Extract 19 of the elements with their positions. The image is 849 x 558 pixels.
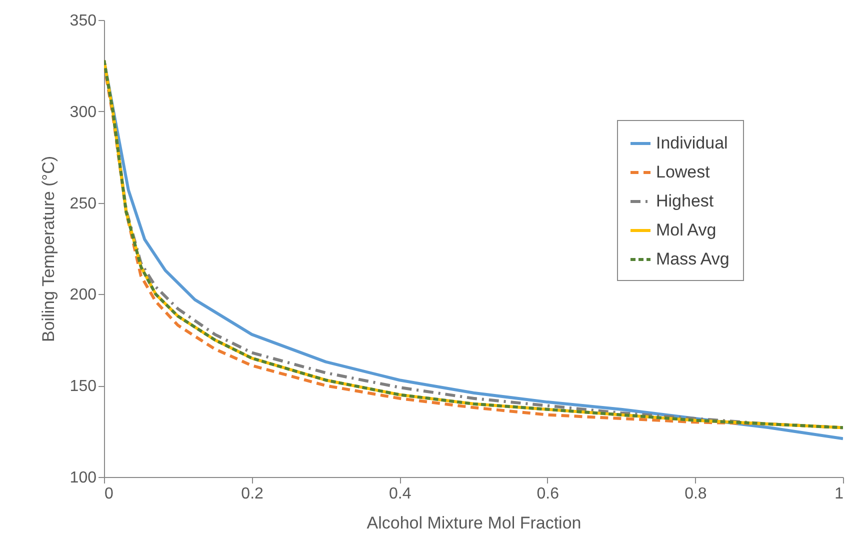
x-tick-label: 0.4 <box>388 486 412 502</box>
x-tick-label: 0 <box>104 486 114 502</box>
y-tick-label: 200 <box>70 286 97 304</box>
legend-label: Lowest <box>656 162 710 182</box>
y-tick-label: 100 <box>70 470 97 486</box>
x-tick-label: 0.2 <box>241 486 264 502</box>
legend-label: Individual <box>656 134 728 152</box>
y-axis-title: Boiling Temperature (°C) <box>38 156 58 342</box>
y-tick-label: 150 <box>70 378 97 396</box>
legend-label: Highest <box>656 192 714 210</box>
y-tick-label: 300 <box>70 104 97 121</box>
legend-label: Mass Avg <box>656 250 730 268</box>
x-tick-label: 0.6 <box>536 486 560 502</box>
y-tick-label: 350 <box>70 12 97 30</box>
x-tick-label: 0.8 <box>684 486 707 502</box>
legend-label: Mol Avg <box>656 220 716 240</box>
x-tick-label: 1 <box>834 486 844 502</box>
x-axis-title: Alcohol Mixture Mol Fraction <box>366 514 582 532</box>
y-tick-label: 250 <box>70 195 97 212</box>
